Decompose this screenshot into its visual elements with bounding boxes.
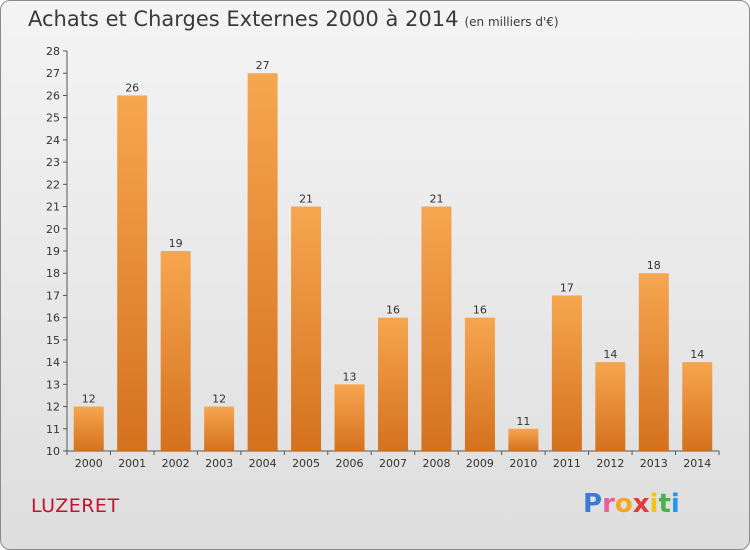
y-tick-label: 27 [46, 67, 60, 80]
data-label-2008: 21 [429, 193, 443, 206]
y-tick-label: 14 [46, 356, 60, 369]
y-tick-label: 16 [46, 312, 60, 325]
y-tick-label: 24 [46, 134, 60, 147]
x-tick-label: 2000 [75, 457, 103, 470]
y-tick-label: 10 [46, 445, 60, 458]
data-label-2013: 18 [647, 259, 661, 272]
bar-2009[interactable] [464, 317, 495, 451]
bar-2007[interactable] [378, 317, 408, 451]
x-tick-label: 2010 [509, 457, 537, 470]
x-tick-label: 2002 [162, 457, 190, 470]
bar-2012[interactable] [595, 362, 626, 451]
bar-2013[interactable] [638, 273, 669, 451]
y-tick-label: 28 [46, 45, 60, 58]
chart-bars [73, 73, 713, 451]
bar-2004[interactable] [247, 73, 278, 451]
y-tick-label: 23 [46, 156, 60, 169]
logo-letter: x [632, 489, 650, 519]
y-tick-label: 11 [46, 423, 60, 436]
data-label-2000: 12 [82, 393, 96, 406]
x-tick-label: 2012 [596, 457, 624, 470]
data-label-2010: 11 [516, 415, 530, 428]
logo-letter: i [670, 489, 680, 519]
bar-2005[interactable] [291, 206, 322, 451]
bar-2001[interactable] [117, 95, 148, 451]
y-tick-label: 25 [46, 112, 60, 125]
x-tick-label: 2008 [422, 457, 450, 470]
y-tick-label: 15 [46, 334, 60, 347]
location-label: LUZERET [31, 495, 120, 517]
chart-title: Achats et Charges Externes 2000 à 2014 (e… [28, 7, 559, 31]
data-label-2002: 19 [169, 237, 183, 250]
y-tick-label: 21 [46, 201, 60, 214]
data-label-2012: 14 [603, 348, 617, 361]
x-tick-label: 2009 [466, 457, 494, 470]
data-label-2007: 16 [386, 304, 400, 317]
x-tick-label: 2006 [336, 457, 364, 470]
data-label-2014: 14 [690, 348, 704, 361]
y-tick-label: 17 [46, 289, 60, 302]
y-tick-label: 19 [46, 245, 60, 258]
y-tick-label: 13 [46, 378, 60, 391]
bar-2006[interactable] [334, 384, 365, 451]
proxiti-logo[interactable]: Proxiti [583, 489, 680, 519]
y-tick-label: 22 [46, 178, 60, 191]
chart-subtitle: (en milliers d'€) [464, 15, 559, 29]
y-tick-label: 26 [46, 89, 60, 102]
data-label-2011: 17 [560, 281, 574, 294]
logo-letter: i [649, 489, 659, 519]
y-tick-label: 12 [46, 401, 60, 414]
logo-letter: t [658, 489, 671, 519]
x-tick-label: 2007 [379, 457, 407, 470]
logo-letter: r [602, 489, 615, 519]
x-tick-label: 2001 [118, 457, 146, 470]
logo-letter: o [614, 489, 633, 519]
x-tick-label: 2013 [640, 457, 668, 470]
x-tick-label: 2003 [205, 457, 233, 470]
data-label-2009: 16 [473, 304, 487, 317]
data-label-2001: 26 [125, 81, 139, 94]
chart-title-text: Achats et Charges Externes 2000 à 2014 [28, 7, 459, 31]
bar-2008[interactable] [421, 206, 452, 451]
x-tick-label: 2005 [292, 457, 320, 470]
bar-2010[interactable] [508, 428, 539, 451]
bar-2000[interactable] [73, 406, 104, 451]
y-tick-label: 20 [46, 223, 60, 236]
bar-2014[interactable] [682, 362, 713, 451]
logo-letter: P [583, 489, 603, 519]
x-tick-label: 2014 [683, 457, 711, 470]
chart-axes: 10 11 12 13 14 15 16 17 18 19 20 21 22 23 24 25 26 27 28 [46, 45, 720, 458]
data-label-2005: 21 [299, 193, 313, 206]
bar-2002[interactable] [160, 251, 191, 451]
x-tick-label: 2004 [249, 457, 277, 470]
bar-2011[interactable] [551, 295, 582, 451]
y-tick-label: 18 [46, 267, 60, 280]
x-tick-label: 2011 [553, 457, 581, 470]
data-label-2003: 12 [212, 393, 226, 406]
chart-labels: 2000 12 2001 26 2002 19 2003 12 2004 27 2005 21 2006… [75, 59, 712, 470]
data-label-2006: 13 [343, 370, 357, 383]
bar-2003[interactable] [204, 406, 235, 451]
data-label-2004: 27 [256, 59, 270, 72]
